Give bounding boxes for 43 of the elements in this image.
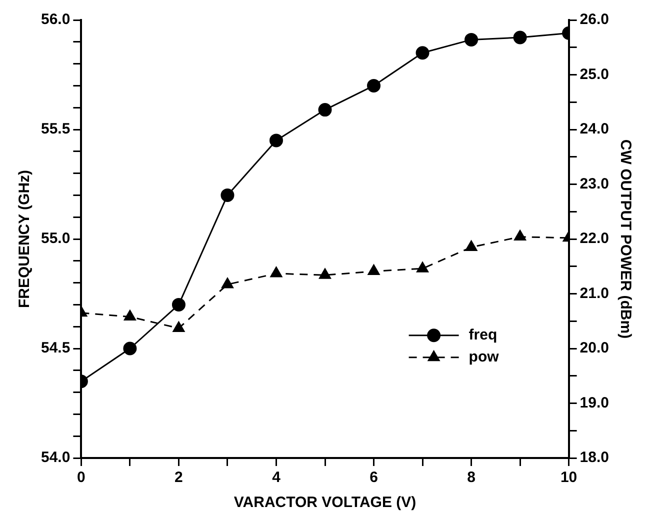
point xyxy=(318,103,332,117)
x-axis-title: VARACTOR VOLTAGE (V) xyxy=(234,494,416,512)
point xyxy=(513,30,527,44)
legend-label: freq xyxy=(468,326,498,344)
legend-label: pow xyxy=(468,348,500,366)
y2-tick-label: 24.0 xyxy=(580,120,610,138)
y2-tick-label: 20.0 xyxy=(580,340,610,357)
y2-tick-label: 19.0 xyxy=(580,394,610,412)
x-tick-label: 2 xyxy=(174,469,183,486)
point xyxy=(514,230,526,241)
x-tick-label: 10 xyxy=(560,469,578,486)
y2-axis-title: CW OUTPUT POWER (dBm) xyxy=(616,139,634,339)
y2-tick-label: 23.0 xyxy=(580,175,610,192)
x-tick-label: 6 xyxy=(370,469,378,486)
point xyxy=(124,310,136,320)
point xyxy=(172,298,186,312)
point xyxy=(367,78,381,92)
point xyxy=(220,188,234,202)
x-tick-label: 0 xyxy=(77,469,86,486)
x-tick-label: 4 xyxy=(272,469,282,486)
point xyxy=(416,46,430,60)
point xyxy=(416,262,428,272)
point xyxy=(464,32,478,46)
y2-tick-label: 22.0 xyxy=(580,230,610,248)
y-tick-label: 55.5 xyxy=(40,120,70,138)
y2-tick-label: 18.0 xyxy=(580,449,610,466)
y-tick-label: 54.5 xyxy=(40,340,70,357)
y-axis-title: FREQUENCY (GHz) xyxy=(16,170,34,308)
x-tick-label: 8 xyxy=(467,469,476,486)
y-tick-label: 54.0 xyxy=(40,449,70,466)
point xyxy=(123,342,137,356)
y2-tick-label: 21.0 xyxy=(580,284,610,302)
point xyxy=(465,240,478,251)
point xyxy=(172,321,185,332)
y-tick-label: 56.0 xyxy=(40,11,70,28)
y2-tick-label: 26.0 xyxy=(580,11,610,28)
y-tick-label: 55.0 xyxy=(40,230,70,248)
point xyxy=(269,134,283,148)
point xyxy=(270,266,282,278)
point xyxy=(222,278,234,288)
y2-tick-label: 25.0 xyxy=(580,66,610,83)
point xyxy=(319,268,331,279)
point xyxy=(368,264,380,276)
